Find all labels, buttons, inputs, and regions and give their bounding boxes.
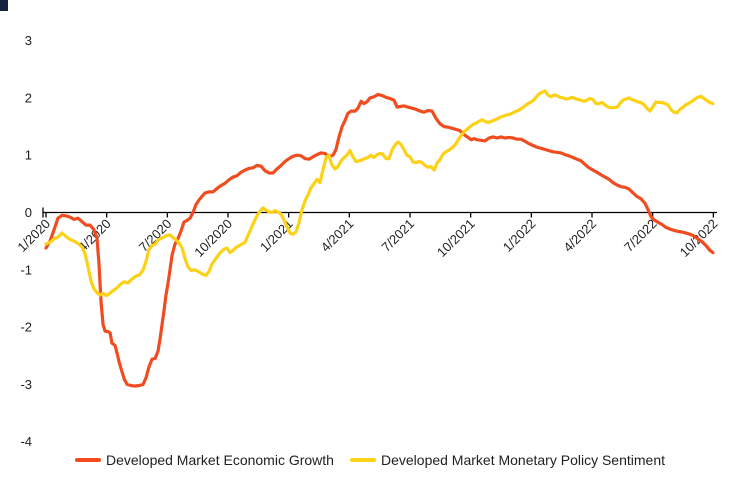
series-economic-growth-line: [44, 92, 715, 388]
x-axis-label: 4/2022: [560, 216, 599, 255]
x-axis-label: 1/2020: [14, 216, 53, 255]
x-axis-label: 10/2021: [434, 216, 478, 260]
top-left-mark: [0, 0, 8, 11]
y-axis-label: 1: [25, 148, 32, 163]
legend-swatch-economic-growth: [74, 458, 101, 462]
y-axis-label: -3: [20, 377, 32, 392]
series-monetary-policy-line: [44, 89, 715, 298]
x-axis-label: 4/2021: [318, 216, 357, 255]
legend-item-economic-growth: Developed Market Economic Growth: [74, 452, 334, 468]
y-axis-label: -1: [20, 262, 32, 277]
x-axis-label: 1/2022: [500, 216, 539, 255]
legend-swatch-monetary-policy: [349, 458, 376, 462]
x-axis-label: 1/2021: [257, 216, 296, 255]
legend-item-monetary-policy: Developed Market Monetary Policy Sentime…: [349, 452, 666, 468]
legend-label-economic-growth: Developed Market Economic Growth: [105, 452, 334, 468]
legend-label-monetary-policy: Developed Market Monetary Policy Sentime…: [380, 452, 666, 468]
x-axis-label: 7/2021: [378, 216, 417, 255]
y-axis-label: -2: [20, 320, 32, 335]
y-axis-label: 2: [25, 90, 32, 105]
chart-legend: Developed Market Economic Growth Develop…: [0, 452, 740, 468]
y-axis-label: -4: [20, 434, 32, 449]
y-axis-label: 0: [25, 205, 32, 220]
x-axis-label: 7/2022: [621, 216, 660, 255]
y-axis-label: 3: [25, 33, 32, 48]
